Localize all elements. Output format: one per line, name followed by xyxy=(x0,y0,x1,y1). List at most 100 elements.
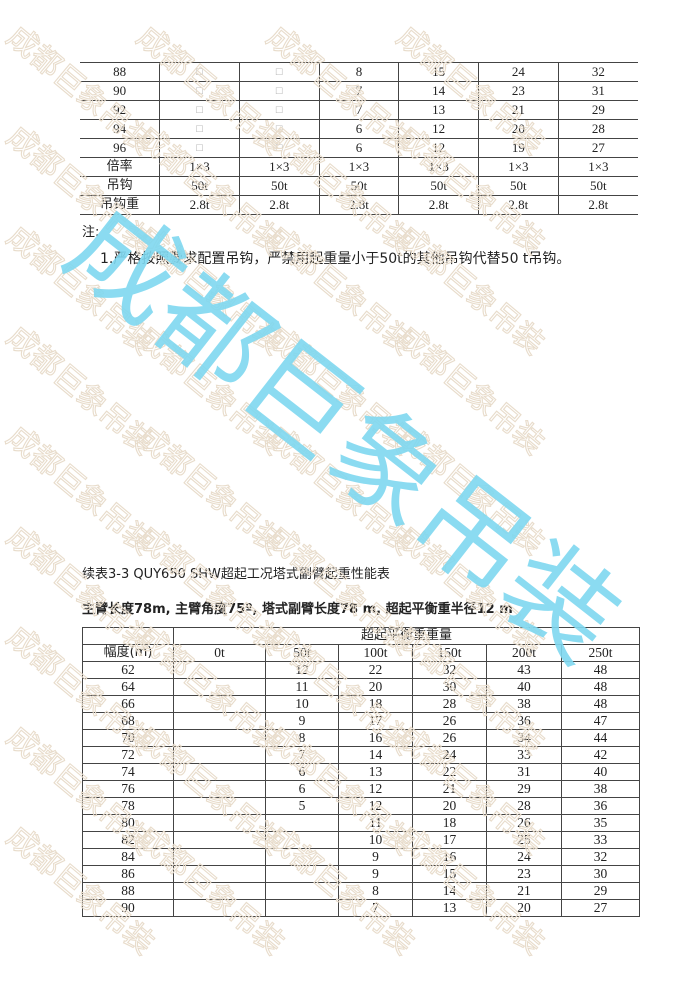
table-cell: 5 xyxy=(265,797,339,815)
table-cell: 28 xyxy=(557,119,638,139)
table-row: 74 6 13 22 31 40 xyxy=(82,763,641,781)
table-cell: 2.8t xyxy=(159,195,240,215)
table-cell: □ xyxy=(159,100,240,120)
table-cell xyxy=(265,882,339,900)
table-cell: 30 xyxy=(560,865,641,883)
table-cell: 32 xyxy=(560,848,641,866)
table-cell: 19 xyxy=(478,138,559,158)
table-cell: 90 xyxy=(80,81,161,101)
table-cell: 9 xyxy=(338,848,413,866)
table-row: 84 9 16 24 32 xyxy=(82,848,641,866)
table-cell: 38 xyxy=(560,780,641,798)
table-cell: 6 xyxy=(265,763,339,781)
table-cell: 48 xyxy=(560,695,641,713)
table-cell: 10 xyxy=(338,831,413,849)
table-cell: 14 xyxy=(398,81,480,101)
table-cell: 30 xyxy=(412,678,487,696)
table-cell xyxy=(173,661,266,679)
table-cell xyxy=(173,678,266,696)
table-cell xyxy=(173,848,266,866)
table-cell: 66 xyxy=(82,695,174,713)
table-cell: 43 xyxy=(486,661,562,679)
table-row: 92 □ □ 7 13 21 29 xyxy=(80,100,638,120)
table-cell xyxy=(265,848,339,866)
table-cell: 13 xyxy=(338,763,413,781)
table-cell: 10 xyxy=(265,695,339,713)
table-cell: 1×3 xyxy=(478,157,559,177)
table-cell: 17 xyxy=(412,831,487,849)
table-row: 82 10 17 25 33 xyxy=(82,831,641,849)
table-cell: 8 xyxy=(318,62,400,82)
table-cell: 84 xyxy=(82,848,174,866)
table-cell: 8 xyxy=(265,729,339,747)
table-cell: 1×3 xyxy=(398,157,480,177)
table-cell: 36 xyxy=(560,797,641,815)
table-cell: 2.8t xyxy=(557,195,638,215)
table-cell: 14 xyxy=(338,746,413,764)
watermark-text: 成都巨象吊装 xyxy=(130,319,290,462)
table-cell: □ xyxy=(159,81,240,101)
table-cell: 31 xyxy=(557,81,638,101)
table-title: 续表3-3 QUY650 SHW超起工况塔式副臂起重性能表 xyxy=(82,567,390,582)
table-cell xyxy=(265,899,339,917)
table-cell: □ xyxy=(238,62,320,82)
watermark-text: 成都巨象吊装 xyxy=(260,319,420,462)
table-row: 94 □ □ 6 12 20 28 xyxy=(80,119,638,139)
table-cell xyxy=(173,882,266,900)
table-cell: 16 xyxy=(412,848,487,866)
table-cell: 2.8t xyxy=(318,195,400,215)
table-cell: 33 xyxy=(560,831,641,849)
table-cell xyxy=(173,797,266,815)
table-cell: 26 xyxy=(486,814,562,832)
table-cell: 22 xyxy=(412,763,487,781)
table-cell: 20 xyxy=(338,678,413,696)
table-cell: 50t xyxy=(557,176,638,196)
load-table-continued: 88 □ □ 8 15 24 32 90 □ □ 7 14 23 31 92 □ □ 7 13 21 29 94 □ □ 6 12… xyxy=(80,62,638,215)
table-cell: □ xyxy=(238,138,320,158)
table-row: 70 8 16 26 34 44 xyxy=(82,729,641,747)
table-cell: 7 xyxy=(318,100,400,120)
table-cell: 29 xyxy=(560,882,641,900)
table-cell: 24 xyxy=(412,746,487,764)
table-cell: 20 xyxy=(478,119,559,139)
header-row: 超起平衡重重量 xyxy=(82,627,641,645)
table-cell xyxy=(173,899,266,917)
table-cell: 44 xyxy=(560,729,641,747)
table-cell: 11 xyxy=(265,678,339,696)
table-cell xyxy=(173,763,266,781)
table-cell: 12 xyxy=(398,138,480,158)
table-row: 76 6 12 21 29 38 xyxy=(82,780,641,798)
table-subtitle: 主臂长度78m, 主臂角度75º, 塔式副臂长度78 m, 超起平衡重半径12 … xyxy=(82,602,513,617)
table-cell: 21 xyxy=(486,882,562,900)
table-cell: 20 xyxy=(412,797,487,815)
table-cell: 38 xyxy=(486,695,562,713)
table-cell: □ xyxy=(238,81,320,101)
table-cell: 9 xyxy=(265,712,339,730)
table-row: 88 8 14 21 29 xyxy=(82,882,641,900)
table-cell: 1×3 xyxy=(159,157,240,177)
table-cell: 11 xyxy=(338,814,413,832)
table-cell: 15 xyxy=(412,865,487,883)
table-cell: 35 xyxy=(560,814,641,832)
table-cell xyxy=(173,695,266,713)
table-row: 72 7 14 24 33 42 xyxy=(82,746,641,764)
table-cell: 68 xyxy=(82,712,174,730)
table-cell: 14 xyxy=(412,882,487,900)
table-cell: 48 xyxy=(560,678,641,696)
column-header: 150t xyxy=(412,644,487,662)
watermark-text: 成都巨象吊装 xyxy=(390,219,550,362)
table-cell: 32 xyxy=(557,62,638,82)
table-cell: 94 xyxy=(80,119,161,139)
table-cell: □ xyxy=(159,119,240,139)
table-cell: 27 xyxy=(560,899,641,917)
watermark-text: 成都巨象吊装 xyxy=(0,319,160,462)
table-cell: 40 xyxy=(486,678,562,696)
table-cell: 27 xyxy=(557,138,638,158)
table-cell: 88 xyxy=(82,882,174,900)
column-header: 100t xyxy=(338,644,413,662)
table-cell: 24 xyxy=(486,848,562,866)
table-cell xyxy=(265,831,339,849)
table-cell xyxy=(265,814,339,832)
table-cell: 33 xyxy=(486,746,562,764)
table-cell: 72 xyxy=(82,746,174,764)
